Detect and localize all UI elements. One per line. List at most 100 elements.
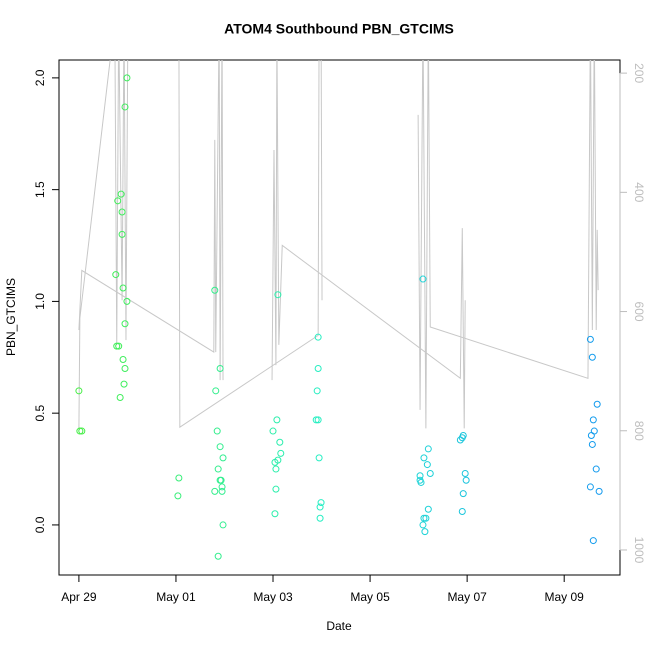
data-point	[593, 400, 601, 408]
data-point	[458, 508, 466, 516]
data-point	[274, 456, 282, 464]
data-point	[212, 387, 220, 395]
data-point	[213, 427, 221, 435]
data-line	[78, 60, 599, 431]
y-tick-label: 0.5	[33, 405, 47, 422]
data-point	[272, 465, 280, 473]
data-point	[273, 416, 281, 424]
data-point	[120, 380, 128, 388]
data-point	[274, 291, 282, 299]
y-axis-label: PBN_GTCIMS	[4, 278, 18, 356]
data-point	[121, 320, 129, 328]
data-point	[589, 537, 597, 545]
data-point	[123, 297, 131, 305]
data-point	[462, 476, 470, 484]
data-point	[115, 342, 123, 350]
data-point	[112, 271, 120, 279]
y2-tick-label: 1000	[632, 537, 646, 564]
x-tick-label: Apr 29	[61, 590, 97, 604]
data-point	[592, 465, 600, 473]
data-point	[211, 286, 219, 294]
data-point	[420, 514, 428, 522]
data-point	[314, 416, 322, 424]
data-point	[219, 521, 227, 529]
data-point	[422, 514, 430, 522]
data-point	[417, 478, 425, 486]
x-tick-label: May 03	[253, 590, 293, 604]
y-tick-label: 0.0	[33, 516, 47, 533]
chart-title: ATOM4 Southbound PBN_GTCIMS	[224, 21, 454, 37]
y2-tick-label: 400	[632, 182, 646, 202]
data-point	[117, 190, 125, 198]
data-point	[419, 521, 427, 529]
data-point	[426, 470, 434, 478]
data-point	[218, 487, 226, 495]
data-point	[78, 427, 86, 435]
data-point	[420, 454, 428, 462]
data-point	[419, 275, 427, 283]
data-point	[75, 387, 83, 395]
data-point	[119, 284, 127, 292]
y-tick-label: 2.0	[33, 69, 47, 86]
data-point	[317, 499, 325, 507]
data-point	[269, 427, 277, 435]
data-point	[586, 483, 594, 491]
data-point	[316, 503, 324, 511]
data-point	[119, 356, 127, 364]
data-point	[272, 485, 280, 493]
data-point	[218, 483, 226, 491]
data-point	[214, 552, 222, 560]
x-axis-label: Date	[326, 619, 352, 633]
data-point	[312, 416, 320, 424]
data-point	[217, 476, 225, 484]
data-point	[416, 472, 424, 480]
data-point	[459, 432, 467, 440]
data-point	[214, 465, 222, 473]
x-tick-label: May 09	[545, 590, 585, 604]
data-point	[216, 364, 224, 372]
data-point	[121, 103, 129, 111]
data-point	[313, 387, 321, 395]
data-point	[118, 208, 126, 216]
data-point	[461, 470, 469, 478]
data-point	[315, 454, 323, 462]
data-point	[595, 487, 603, 495]
data-point	[277, 449, 285, 457]
data-point	[424, 445, 432, 453]
data-point	[76, 427, 84, 435]
data-point	[114, 197, 122, 205]
data-point	[314, 333, 322, 341]
data-point	[423, 461, 431, 469]
x-tick-label: May 07	[447, 590, 487, 604]
data-point	[271, 510, 279, 518]
data-point	[113, 342, 121, 350]
y2-tick-label: 200	[632, 63, 646, 83]
data-point	[588, 353, 596, 361]
data-point	[211, 487, 219, 495]
data-point	[219, 454, 227, 462]
data-point	[123, 74, 131, 82]
data-point	[174, 492, 182, 500]
data-point	[459, 490, 467, 498]
data-point	[276, 438, 284, 446]
x-tick-label: May 01	[156, 590, 196, 604]
data-point	[587, 432, 595, 440]
data-point	[216, 443, 224, 451]
y-tick-label: 1.5	[33, 181, 47, 198]
y2-tick-label: 800	[632, 421, 646, 441]
data-point	[116, 394, 124, 402]
data-point	[314, 364, 322, 372]
data-point	[121, 364, 129, 372]
data-point	[424, 505, 432, 513]
x-tick-label: May 05	[350, 590, 390, 604]
data-point	[421, 528, 429, 536]
data-point	[588, 440, 596, 448]
y-tick-label: 1.0	[33, 293, 47, 310]
data-point	[316, 514, 324, 522]
plot-frame	[58, 59, 621, 576]
data-point	[586, 335, 594, 343]
data-point	[175, 474, 183, 482]
y2-tick-label: 600	[632, 302, 646, 322]
data-point	[118, 230, 126, 238]
